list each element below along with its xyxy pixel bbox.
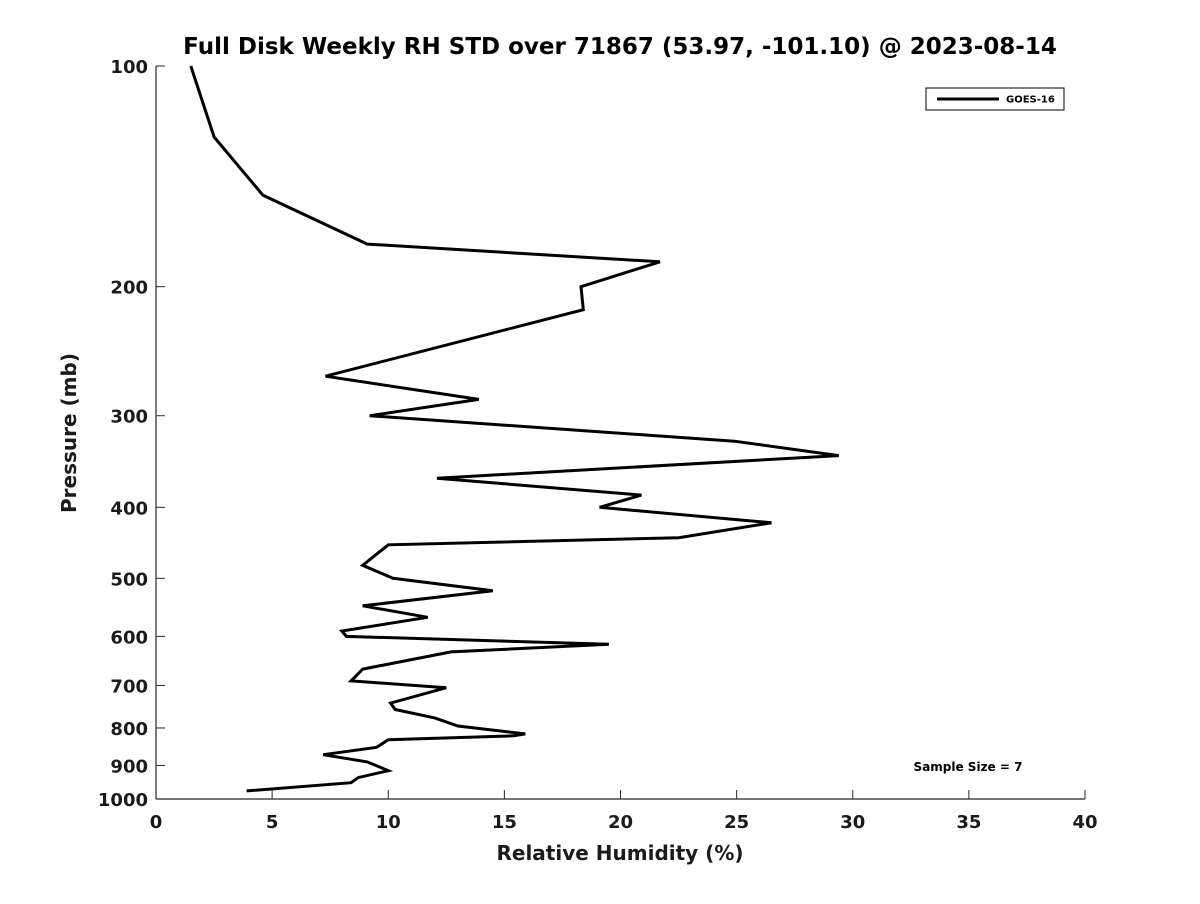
y-tick-label: 600: [110, 627, 148, 648]
y-tick-label: 300: [110, 407, 148, 428]
y-tick-label: 400: [110, 498, 148, 519]
x-tick-label: 5: [266, 812, 279, 833]
x-tick-label: 40: [1072, 812, 1097, 833]
y-tick-label: 1000: [98, 790, 148, 811]
x-tick-label: 15: [492, 812, 517, 833]
y-axis-label: Pressure (mb): [57, 353, 81, 513]
x-tick-label: 30: [840, 812, 865, 833]
y-tick-label: 100: [110, 57, 148, 78]
x-axis-label: Relative Humidity (%): [496, 841, 743, 865]
y-tick-label: 800: [110, 719, 148, 740]
x-tick-label: 10: [376, 812, 401, 833]
legend: GOES-16: [925, 87, 1065, 111]
y-tick-label: 900: [110, 756, 148, 777]
series-layer: [189, 65, 840, 793]
y-tick-label: 200: [110, 278, 148, 299]
y-axis-ticks: 100 200 300 400 500 600 700 800 900 1000: [98, 57, 165, 811]
chart-title: Full Disk Weekly RH STD over 71867 (53.9…: [183, 34, 1057, 60]
x-tick-label: 25: [724, 812, 749, 833]
y-tick-label: 700: [110, 676, 148, 697]
x-tick-label: 35: [956, 812, 981, 833]
legend-label-goes-16: GOES-16: [1006, 95, 1055, 106]
y-tick-label: 500: [110, 569, 148, 590]
sample-size-annotation: Sample Size = 7: [914, 760, 1023, 774]
x-tick-label: 20: [608, 812, 633, 833]
x-tick-label: 0: [150, 812, 163, 833]
series-line-goes-16: [189, 65, 840, 793]
x-axis-ticks: 0 5 10 15 20 25 30 35 40: [150, 790, 1098, 833]
